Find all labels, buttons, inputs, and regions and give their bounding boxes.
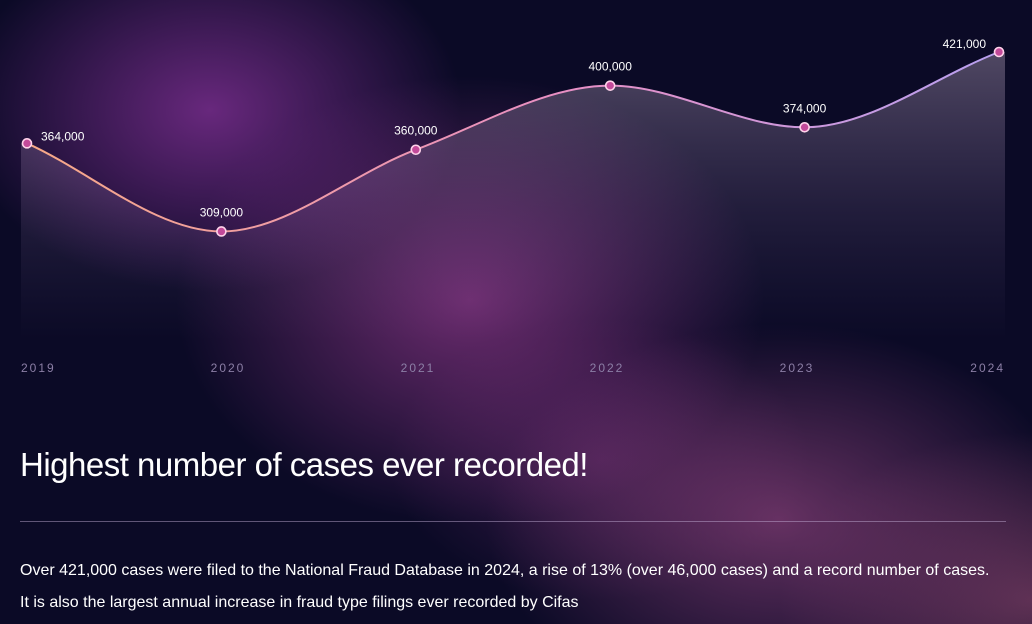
x-tick-label-2023: 2023 — [780, 361, 815, 375]
divider — [20, 521, 1006, 522]
data-label-2019: 364,000 — [41, 129, 85, 143]
data-point-2022 — [604, 80, 616, 91]
data-label-2024: 421,000 — [943, 37, 987, 51]
data-point-2020 — [216, 226, 227, 237]
data-label-2020: 309,000 — [200, 205, 244, 219]
data-label-2023: 374,000 — [783, 101, 827, 115]
data-point-2019 — [21, 138, 33, 149]
x-tick-label-2021: 2021 — [401, 361, 436, 375]
cases-line — [26, 51, 1000, 233]
data-label-2021: 360,000 — [394, 124, 438, 138]
description-line-1: Over 421,000 cases were filed to the Nat… — [20, 562, 990, 579]
data-point-2021 — [410, 144, 422, 156]
x-tick-label-2022: 2022 — [590, 361, 625, 375]
x-tick-label-2019: 2019 — [21, 361, 56, 375]
data-point-2023 — [799, 122, 810, 133]
x-tick-label-2024: 2024 — [970, 361, 1005, 375]
cases-area-chart: 364,000 309,000 360,000 400,000 374,000 421,0… — [21, 37, 1005, 375]
data-point-2024 — [993, 46, 1005, 58]
x-tick-label-2020: 2020 — [211, 361, 246, 375]
description-line-2: It is also the largest annual increase i… — [20, 594, 579, 611]
page-title: Highest number of cases ever recorded! — [20, 446, 588, 483]
cases-area-fill — [21, 52, 1005, 340]
data-label-2022: 400,000 — [589, 60, 633, 74]
